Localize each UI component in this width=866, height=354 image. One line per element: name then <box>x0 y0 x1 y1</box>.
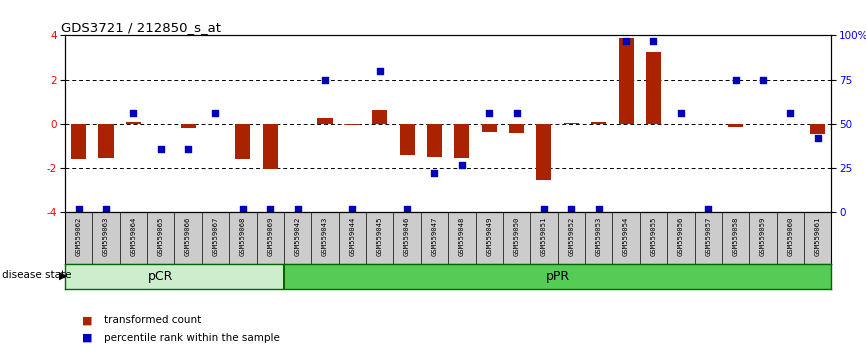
Point <box>455 162 469 167</box>
Text: disease state: disease state <box>2 270 71 280</box>
Text: GSM559053: GSM559053 <box>596 217 602 256</box>
Point <box>209 110 223 116</box>
Point <box>756 77 770 82</box>
Bar <box>455 124 469 158</box>
Text: GSM559067: GSM559067 <box>212 217 218 256</box>
Point <box>647 38 661 44</box>
Point <box>619 38 633 44</box>
Bar <box>811 124 825 134</box>
Text: transformed count: transformed count <box>104 315 201 325</box>
Point <box>236 206 249 212</box>
Point <box>291 206 305 212</box>
Point <box>346 206 359 212</box>
Point <box>318 77 332 82</box>
Point <box>428 171 442 176</box>
Text: GSM559044: GSM559044 <box>349 217 355 256</box>
Text: GSM559057: GSM559057 <box>705 217 711 256</box>
Bar <box>427 124 442 157</box>
Text: GSM559063: GSM559063 <box>103 217 109 256</box>
Text: pCR: pCR <box>148 270 173 282</box>
Point <box>811 135 824 141</box>
Text: GSM559050: GSM559050 <box>514 217 520 256</box>
Text: GSM559046: GSM559046 <box>404 217 410 256</box>
Point <box>537 206 551 212</box>
Bar <box>126 122 141 124</box>
Point <box>99 206 113 212</box>
Text: GSM559059: GSM559059 <box>760 217 766 256</box>
Bar <box>236 124 250 159</box>
Bar <box>181 124 196 128</box>
Bar <box>509 124 524 133</box>
Bar <box>65 264 284 289</box>
Text: GSM559043: GSM559043 <box>322 217 328 256</box>
Text: ■: ■ <box>82 333 93 343</box>
Point <box>263 206 277 212</box>
Point <box>784 110 798 116</box>
Text: GSM559052: GSM559052 <box>568 217 574 256</box>
Text: ▶: ▶ <box>59 270 68 280</box>
Point <box>400 206 414 212</box>
Bar <box>564 123 578 124</box>
Point <box>591 206 605 212</box>
Bar <box>372 109 387 124</box>
Text: GSM559051: GSM559051 <box>541 217 547 256</box>
Text: GSM559054: GSM559054 <box>623 217 629 256</box>
Text: GSM559047: GSM559047 <box>431 217 437 256</box>
Point <box>372 68 386 74</box>
Bar <box>399 124 415 155</box>
Point <box>701 206 715 212</box>
Text: GSM559068: GSM559068 <box>240 217 246 256</box>
Bar <box>646 52 661 124</box>
Text: GDS3721 / 212850_s_at: GDS3721 / 212850_s_at <box>61 21 221 34</box>
Text: GSM559062: GSM559062 <box>75 217 81 256</box>
Text: pPR: pPR <box>546 270 570 282</box>
Point <box>482 110 496 116</box>
Point <box>510 110 524 116</box>
Bar <box>262 124 278 169</box>
Point <box>72 206 86 212</box>
Text: GSM559058: GSM559058 <box>733 217 739 256</box>
Bar <box>71 124 86 159</box>
Bar <box>536 124 552 180</box>
Text: GSM559045: GSM559045 <box>377 217 383 256</box>
Text: GSM559061: GSM559061 <box>815 217 821 256</box>
Text: GSM559066: GSM559066 <box>185 217 191 256</box>
Bar <box>728 124 743 127</box>
Text: GSM559055: GSM559055 <box>650 217 656 256</box>
Point <box>181 146 195 152</box>
Text: GSM559056: GSM559056 <box>678 217 684 256</box>
Bar <box>318 118 333 124</box>
Bar <box>618 38 634 124</box>
Text: GSM559048: GSM559048 <box>459 217 465 256</box>
Text: GSM559064: GSM559064 <box>131 217 136 256</box>
Text: percentile rank within the sample: percentile rank within the sample <box>104 333 280 343</box>
Bar <box>481 124 497 132</box>
Bar <box>591 122 606 124</box>
Point <box>565 206 578 212</box>
Point <box>728 77 742 82</box>
Point <box>126 110 140 116</box>
Point <box>674 110 688 116</box>
Bar <box>99 124 113 158</box>
Text: GSM559042: GSM559042 <box>294 217 301 256</box>
Text: ■: ■ <box>82 315 93 325</box>
Text: GSM559060: GSM559060 <box>787 217 793 256</box>
Text: GSM559065: GSM559065 <box>158 217 164 256</box>
Bar <box>345 124 360 125</box>
Point <box>154 146 168 152</box>
Text: GSM559049: GSM559049 <box>486 217 492 256</box>
Text: GSM559069: GSM559069 <box>268 217 274 256</box>
